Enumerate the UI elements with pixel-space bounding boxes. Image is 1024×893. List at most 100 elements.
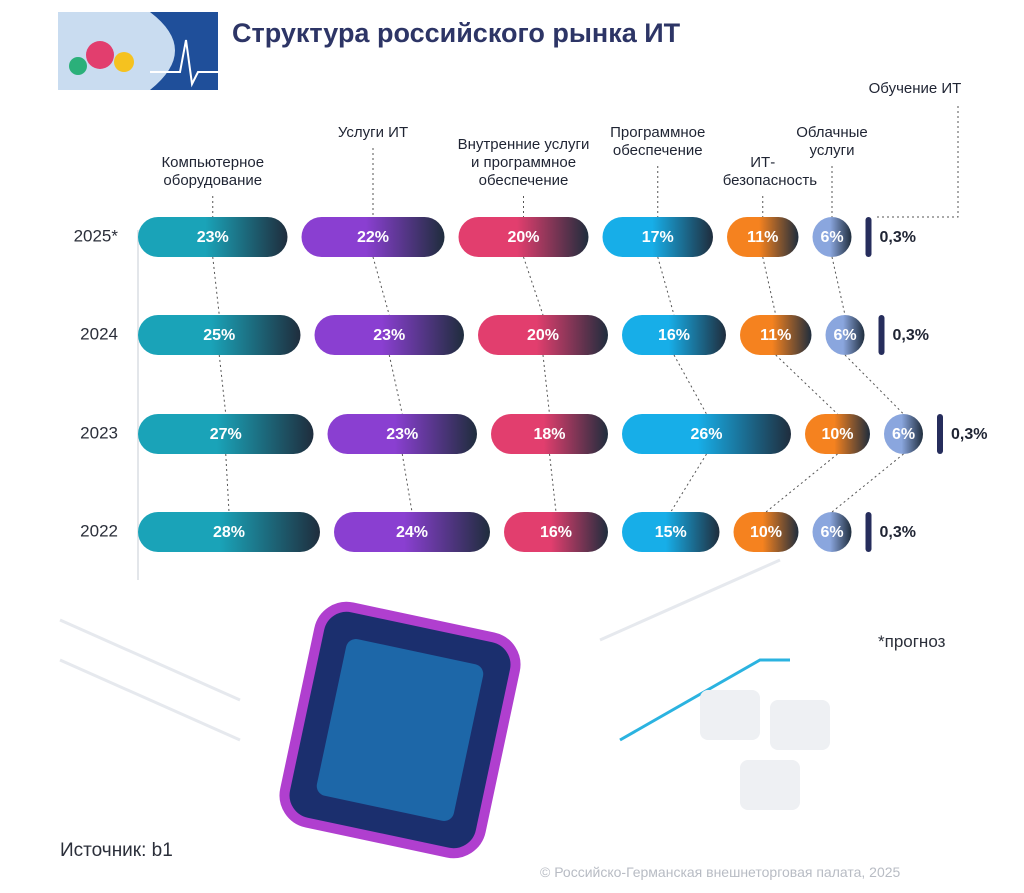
value-label: 0,3% <box>893 327 929 344</box>
bar-segment <box>727 217 799 257</box>
bar-segment <box>884 414 923 454</box>
deco-trace <box>59 618 241 702</box>
value-label: 15% <box>655 524 687 541</box>
bar-segment <box>334 512 490 552</box>
legend-label: Облачные услуги <box>796 124 868 159</box>
value-label: 16% <box>540 524 572 541</box>
legend-label: Компьютерное оборудование <box>161 154 265 189</box>
bar-segment <box>865 217 872 257</box>
y-tick-label: 2025* <box>74 226 119 245</box>
y-tick-label: 2024 <box>80 324 118 343</box>
footnote: *прогноз <box>878 632 946 651</box>
deco-trace <box>619 658 790 742</box>
connector <box>542 354 550 415</box>
bar-segment <box>812 512 852 552</box>
chip-core <box>316 639 484 821</box>
connector <box>670 453 707 513</box>
connector <box>673 354 707 415</box>
bar-segment <box>622 315 726 355</box>
value-label: 27% <box>210 426 242 443</box>
value-label: 24% <box>396 524 428 541</box>
connector <box>775 354 838 415</box>
y-tick-label: 2022 <box>80 521 118 540</box>
legend-label: Услуги ИТ <box>337 124 409 141</box>
value-label: 23% <box>197 229 229 246</box>
bar-segment <box>878 315 885 355</box>
bar-segment <box>865 512 872 552</box>
value-label: 22% <box>357 229 389 246</box>
bar-segment <box>478 315 608 355</box>
legend-label: Внутренние услуги и программное обеспече… <box>457 136 590 189</box>
bar-segment <box>937 414 943 454</box>
value-label: 10% <box>750 524 782 541</box>
value-label: 11% <box>747 229 778 246</box>
bar-segment <box>491 414 608 454</box>
value-label: 6% <box>892 426 915 443</box>
bar-segment <box>138 315 301 355</box>
legend-label: ИТ-безопасность <box>722 154 818 189</box>
decoration <box>58 12 830 859</box>
bar-segment <box>622 512 720 552</box>
connector <box>765 453 838 513</box>
legend-label: Программное обеспечение <box>610 124 706 159</box>
connector <box>225 453 230 513</box>
bar-segment <box>733 512 799 552</box>
value-label: 16% <box>658 327 690 344</box>
bar-segment <box>138 217 288 257</box>
bar-segment <box>314 315 464 355</box>
copyright: © Российско-Германская внешнеторговая па… <box>540 864 901 880</box>
logo-dome <box>114 52 134 72</box>
connector <box>372 256 390 316</box>
logo-dome <box>69 57 87 75</box>
bar-segment <box>825 315 865 355</box>
bar-segment <box>138 512 320 552</box>
value-label: 20% <box>507 229 539 246</box>
value-label: 17% <box>642 229 674 246</box>
deco-block <box>700 690 760 740</box>
bar-segment <box>805 414 870 454</box>
legend-label: Обучение ИТ <box>868 80 962 97</box>
deco-block <box>740 760 800 810</box>
connector <box>523 256 544 316</box>
bar-segment <box>301 217 445 257</box>
connector <box>762 256 777 316</box>
connector <box>831 256 846 316</box>
value-label: 28% <box>213 524 245 541</box>
connector <box>831 453 904 513</box>
connector <box>218 354 227 415</box>
value-label: 20% <box>527 327 559 344</box>
connector <box>876 106 959 218</box>
value-label: 25% <box>203 327 235 344</box>
bar-segment <box>327 414 477 454</box>
value-label: 0,3% <box>880 524 916 541</box>
connector <box>212 256 220 316</box>
y-tick-label: 2023 <box>80 423 118 442</box>
value-label: 0,3% <box>880 229 916 246</box>
deco-trace <box>59 658 241 742</box>
value-label: 23% <box>386 426 418 443</box>
deco-block <box>770 700 830 750</box>
logo-dome <box>86 41 114 69</box>
logo-pulse <box>150 39 218 88</box>
bar-segment <box>458 217 589 257</box>
value-label: 11% <box>760 327 791 344</box>
bar-segment <box>622 414 791 454</box>
connector <box>657 256 675 316</box>
bar-segment <box>812 217 852 257</box>
chart-title: Структура российского рынка ИТ <box>232 18 681 48</box>
source: Источник: b1 <box>60 840 173 861</box>
bar-segment <box>602 217 713 257</box>
deco-trace <box>599 558 781 642</box>
connector <box>844 354 904 415</box>
bar-segment <box>740 315 812 355</box>
connector <box>549 453 557 513</box>
value-label: 6% <box>820 524 843 541</box>
value-label: 6% <box>833 327 856 344</box>
value-label: 23% <box>373 327 405 344</box>
value-label: 10% <box>821 426 853 443</box>
bar-segment <box>504 512 608 552</box>
value-label: 26% <box>690 426 722 443</box>
connector <box>388 354 403 415</box>
